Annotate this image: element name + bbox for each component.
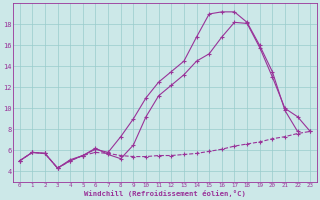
X-axis label: Windchill (Refroidissement éolien,°C): Windchill (Refroidissement éolien,°C) (84, 190, 246, 197)
